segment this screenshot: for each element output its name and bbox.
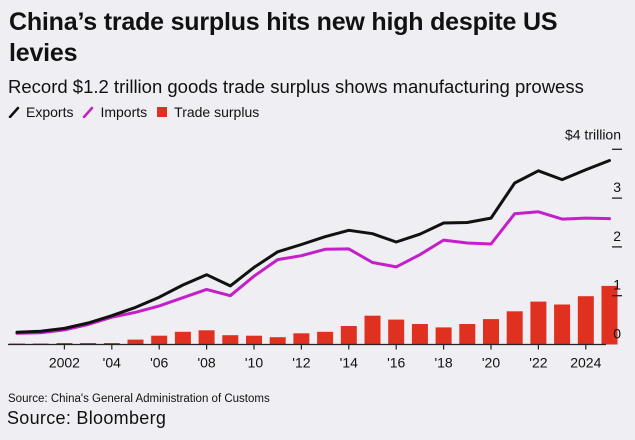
- x-tick-label-2010: '10: [245, 355, 263, 371]
- legend-label-exports: Exports: [26, 104, 74, 120]
- x-tick-label-2016: '16: [387, 355, 405, 371]
- imports-line-swatch-icon: [83, 106, 94, 118]
- x-tick-label-2012: '12: [292, 355, 310, 371]
- x-tick-label-2024: 2024: [570, 355, 601, 371]
- surplus-bar-2021: [506, 311, 523, 345]
- source-bloomberg: Source: Bloomberg: [7, 408, 167, 428]
- source-customs: Source: China's General Administration o…: [8, 393, 270, 405]
- surplus-bar-2013: [317, 331, 334, 345]
- surplus-bar-2016: [388, 319, 405, 345]
- surplus-bar-2025: [601, 285, 618, 345]
- x-tick-label-2018: '18: [434, 355, 452, 371]
- y-tick-label-1: 1: [613, 277, 621, 293]
- legend-item-trade-surplus: Trade surplus: [156, 103, 259, 121]
- surplus-bar-2002: [56, 343, 73, 345]
- x-tick-label-2008: '08: [197, 355, 215, 371]
- surplus-bars: [9, 285, 618, 345]
- surplus-bar-2006: [151, 335, 168, 345]
- legend-label-trade-surplus: Trade surplus: [174, 104, 260, 120]
- imports-line: [15, 210, 611, 335]
- surplus-bar-2017: [411, 324, 428, 345]
- legend-item-imports: Imports: [82, 103, 147, 121]
- surplus-bar-2019: [459, 324, 476, 345]
- x-axis-ticks: 2002 '04 '06 '08 '10 '12 '14 '16 '18 '20 '22 2024: [49, 344, 602, 371]
- legend-label-imports: Imports: [100, 104, 148, 120]
- surplus-bar-2010: [246, 335, 262, 345]
- y-tick-label-0: 0: [613, 326, 621, 342]
- exports-line: [15, 159, 611, 334]
- y-tick-label-3: 3: [613, 179, 621, 195]
- surplus-bar-2014: [340, 326, 357, 345]
- x-tick-label-2022: '22: [529, 355, 547, 371]
- chart-title: China’s trade surplus hits new high desp…: [9, 8, 558, 67]
- x-tick-label-2002: 2002: [49, 355, 80, 371]
- surplus-bar-2003: [80, 343, 97, 345]
- chart-subtitle: Record $1.2 trillion goods trade surplus…: [8, 76, 584, 97]
- x-tick-label-2004: '04: [103, 355, 121, 371]
- surplus-bar-2005: [127, 339, 144, 345]
- y-axis-ticks: 0 1 2 3 $4 trillion: [565, 126, 622, 342]
- legend: Exports Imports Trade surplus: [8, 103, 268, 121]
- surplus-bar-2022: [530, 301, 547, 345]
- surplus-bar-2009: [222, 335, 239, 345]
- legend-item-exports: Exports: [8, 103, 73, 121]
- x-tick-label-2006: '06: [150, 355, 168, 371]
- surplus-bar-2015: [364, 315, 381, 345]
- chart-area: 2002 '04 '06 '08 '10 '12 '14 '16 '18 '20 '22 2024 0…: [8, 126, 622, 371]
- surplus-bar-2020: [483, 319, 499, 345]
- x-tick-label-2020: '20: [482, 355, 500, 371]
- exports-line-swatch-icon: [8, 106, 20, 118]
- y-tick-label-4: $4 trillion: [565, 126, 621, 142]
- surplus-bar-2008: [198, 330, 215, 345]
- surplus-bar-2012: [293, 333, 310, 345]
- y-tick-label-2: 2: [613, 228, 621, 244]
- surplus-bar-2007: [174, 331, 191, 345]
- surplus-bar-2011: [269, 337, 286, 345]
- surplus-bar-2023: [554, 304, 571, 345]
- surplus-bar-2004: [103, 343, 120, 345]
- surplus-bar-2018: [435, 327, 452, 345]
- trade-surplus-square-swatch-icon: [157, 107, 168, 117]
- surplus-bar-2024: [577, 296, 594, 345]
- x-tick-label-2014: '14: [340, 355, 358, 371]
